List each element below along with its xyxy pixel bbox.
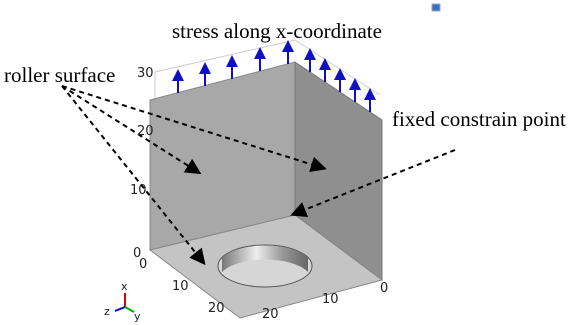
tick: 20 — [137, 124, 154, 139]
tick: 10 — [172, 279, 189, 294]
triad-y: y — [134, 310, 141, 323]
icon[interactable] — [432, 4, 440, 11]
tick: 10 — [322, 292, 339, 307]
triad — [115, 293, 134, 312]
tick: 30 — [137, 66, 154, 81]
tick: 10 — [130, 183, 147, 198]
tick: 20 — [208, 301, 225, 316]
tick: 0 — [380, 281, 388, 296]
fixed-label: fixed constrain point — [392, 107, 566, 131]
tick: 0 — [139, 257, 147, 272]
triad-z: z — [104, 305, 110, 318]
scene: stress along x-coordinate roller surface… — [0, 0, 585, 325]
roller-label: roller surface — [4, 63, 115, 87]
triad-x: x — [121, 280, 128, 293]
tick: 20 — [262, 307, 279, 322]
title: stress along x-coordinate — [172, 19, 382, 43]
